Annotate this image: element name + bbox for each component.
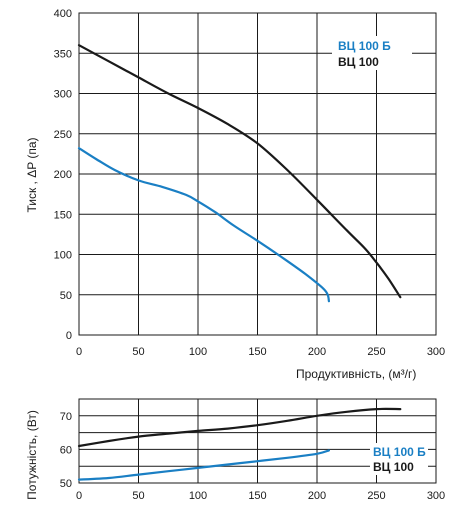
power-x-tick-250: 250	[367, 490, 385, 502]
pressure-y-axis-label: Тиск , ΔP (па)	[25, 137, 39, 212]
pressure-series	[77, 44, 402, 303]
pressure-legend-item-blue: ВЦ 100 Б	[338, 39, 391, 53]
power-series-line-dark	[77, 407, 402, 448]
pressure-x-tick-250: 250	[367, 346, 385, 358]
power-x-tick-0: 0	[76, 490, 82, 502]
pressure-y-tick-0: 0	[66, 330, 72, 342]
pressure-x-tick-50: 50	[132, 346, 144, 358]
pressure-x-tick-0: 0	[76, 346, 82, 358]
power-legend-box	[370, 443, 428, 475]
power-x-tick-100: 100	[189, 490, 207, 502]
power-chart: 0 50 100 150 200 250 300 50 60 70 Потужність, (В…	[25, 398, 445, 502]
power-x-tick-300: 300	[427, 490, 445, 502]
pressure-x-tick-100: 100	[189, 346, 207, 358]
pressure-chart: 0 50 100 150 200 250 300 0 50 100 150 200 250 300 350…	[25, 8, 445, 381]
pressure-x-ticks: 0 50 100 150 200 250 300	[76, 346, 445, 358]
pressure-legend-item-dark: ВЦ 100	[338, 55, 379, 69]
pressure-y-tick-300: 300	[54, 89, 72, 101]
pressure-x-tick-300: 300	[427, 346, 445, 358]
pressure-series-line-blue	[77, 147, 330, 303]
pressure-y-tick-250: 250	[54, 129, 72, 141]
pressure-x-tick-150: 150	[248, 346, 266, 358]
pressure-legend-box	[332, 36, 412, 70]
power-x-tick-200: 200	[308, 490, 326, 502]
power-legend-item-dark: ВЦ 100	[373, 460, 414, 474]
power-x-tick-150: 150	[248, 490, 266, 502]
pressure-x-axis-label-unit: , (м³/г)	[382, 367, 417, 381]
pressure-y-tick-150: 150	[54, 209, 72, 221]
power-grid	[79, 399, 436, 483]
power-y-tick-60: 60	[60, 444, 72, 456]
power-y-axis-label: Потужність, (Вт)	[25, 410, 39, 500]
power-x-tick-50: 50	[132, 490, 144, 502]
pressure-y-tick-350: 350	[54, 48, 72, 60]
power-series	[77, 407, 402, 481]
power-y-ticks: 50 60 70	[60, 411, 72, 490]
pressure-y-tick-400: 400	[54, 8, 72, 20]
pressure-y-ticks: 0 50 100 150 200 250 300 350 400	[54, 8, 72, 342]
pressure-x-tick-200: 200	[308, 346, 326, 358]
power-y-tick-50: 50	[60, 478, 72, 490]
pressure-x-axis-label-name: Продуктивність	[296, 367, 382, 381]
pressure-y-tick-200: 200	[54, 169, 72, 181]
pressure-x-axis-label: Продуктивність, (м³/г)	[296, 367, 416, 381]
pressure-y-tick-100: 100	[54, 250, 72, 262]
pressure-series-line-dark	[77, 44, 402, 299]
pressure-y-tick-50: 50	[60, 290, 72, 302]
power-series-line-blue	[77, 449, 330, 481]
power-y-tick-70: 70	[60, 411, 72, 423]
power-legend-item-blue: ВЦ 100 Б	[373, 445, 426, 459]
power-x-ticks: 0 50 100 150 200 250 300	[76, 490, 445, 502]
